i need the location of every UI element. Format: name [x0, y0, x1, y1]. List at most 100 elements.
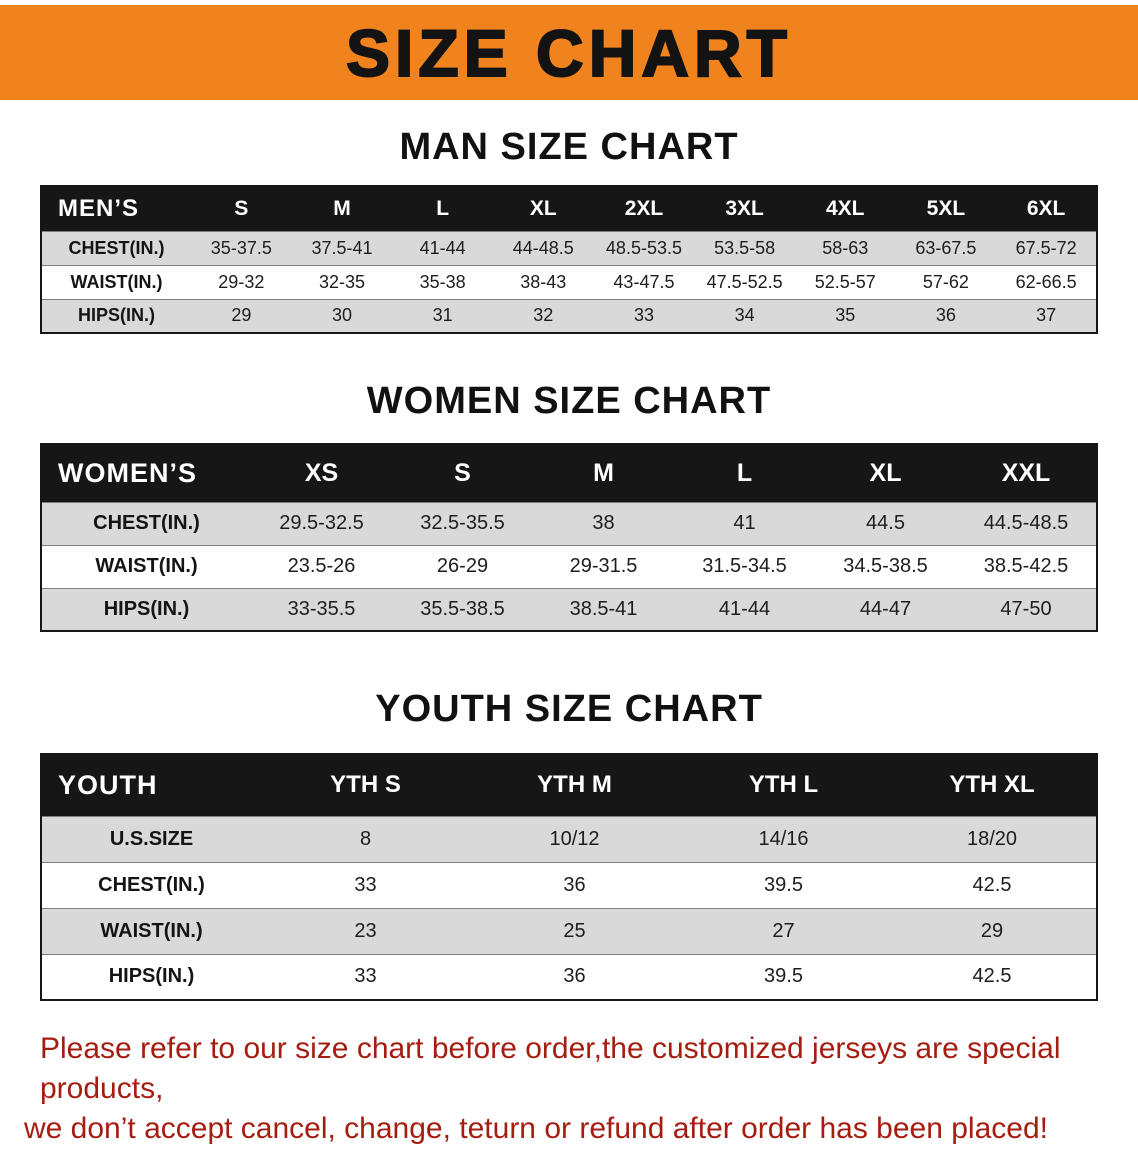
size-value-cell: 18/20 [966, 827, 1018, 850]
size-value-cell: 23 [354, 919, 377, 942]
size-col-header: XXL [956, 444, 1097, 502]
size-value-cell: 42.5 [972, 965, 1012, 988]
size-value-cell: 29 [231, 305, 252, 326]
size-col-header: S [191, 186, 292, 231]
size-value-cell: 30 [331, 305, 352, 326]
women-header-row: WOMEN’S XS S M L XL XXL [41, 444, 1097, 502]
size-col-header: 6XL [996, 186, 1097, 231]
size-value-cell: 34.5-38.5 [843, 555, 928, 577]
size-value-cell: 31.5-34.5 [702, 555, 787, 577]
size-value-cell: 63-67.5 [915, 237, 977, 258]
men-header-row: MEN’S S M L XL 2XL 3XL 4XL 5XL 6XL [41, 186, 1097, 231]
size-value-cell: 36 [563, 873, 586, 896]
size-value-cell: 57-62 [922, 271, 969, 292]
size-col-header: YTH M [470, 754, 679, 816]
men-section: MAN SIZE CHART MEN’S S M L XL 2XL 3XL 4X… [0, 126, 1138, 334]
youth-section-title: YOUTH SIZE CHART [375, 688, 763, 730]
notice-line-2: we don’t accept cancel, change, teturn o… [24, 1112, 1048, 1145]
youth-ussize-row: U.S.SIZE 8 10/12 14/16 18/20 [41, 816, 1097, 862]
size-value-cell: 33 [354, 965, 377, 988]
size-value-cell: 26-29 [436, 555, 489, 577]
size-value-cell: 23.5-26 [287, 555, 356, 577]
size-value-cell: 27 [772, 919, 795, 942]
row-label: HIPS(IN.) [77, 305, 155, 326]
size-value-cell: 47.5-52.5 [706, 271, 783, 292]
row-label: CHEST(IN.) [93, 512, 200, 534]
size-value-cell: 52.5-57 [814, 271, 876, 292]
size-value-cell: 14/16 [758, 827, 809, 850]
row-label: WAIST(IN.) [70, 271, 163, 292]
size-value-cell: 44-47 [859, 597, 912, 620]
size-value-cell: 29.5-32.5 [279, 512, 364, 534]
size-value-cell: 35 [835, 305, 856, 326]
size-col-header: XL [815, 444, 956, 502]
size-value-cell: 43-47.5 [613, 271, 675, 292]
size-value-cell: 29 [980, 919, 1004, 942]
size-value-cell: 36 [935, 305, 956, 326]
size-col-header: 2XL [593, 186, 695, 231]
size-value-cell: 33 [633, 305, 654, 326]
size-value-cell: 41 [733, 512, 756, 534]
youth-section: YOUTH SIZE CHART YOUTH YTH S YTH M YTH L… [0, 688, 1138, 1001]
row-label: HIPS(IN.) [103, 597, 190, 620]
size-value-cell: 44.5 [866, 512, 905, 534]
size-value-cell: 38.5-42.5 [983, 555, 1069, 577]
size-value-cell: 38.5-41 [569, 597, 638, 620]
men-section-title: MAN SIZE CHART [399, 126, 739, 168]
women-size-table: WOMEN’S XS S M L XL XXL CHEST(IN.) 29.5-… [40, 443, 1098, 632]
size-value-cell: 33-35.5 [287, 597, 356, 620]
size-col-header: L [674, 444, 815, 502]
size-value-cell: 44.5-48.5 [983, 512, 1069, 534]
row-label: WAIST(IN.) [95, 555, 198, 577]
youth-waist-row: WAIST(IN.) 23 25 27 29 [41, 908, 1097, 954]
men-waist-row: WAIST(IN.) 29-32 32-35 35-38 38-43 43-47… [41, 265, 1097, 299]
row-label: WAIST(IN.) [100, 919, 203, 942]
size-value-cell: 32.5-35.5 [420, 512, 505, 534]
size-col-header: XL [492, 186, 594, 231]
size-value-cell: 62-66.5 [1015, 271, 1077, 292]
size-value-cell: 41-44 [718, 597, 771, 620]
men-table-name: MEN’S [41, 186, 191, 231]
size-value-cell: 32 [533, 305, 554, 326]
women-chest-row: CHEST(IN.) 29.5-32.5 32.5-35.5 38 41 44.… [41, 502, 1097, 545]
size-col-header: YTH L [679, 754, 888, 816]
size-value-cell: 37.5-41 [311, 237, 373, 258]
youth-header-row: YOUTH YTH S YTH M YTH L YTH XL [41, 754, 1097, 816]
notice-line-1: Please refer to our size chart before or… [40, 1032, 1061, 1105]
size-value-cell: 38 [592, 512, 615, 534]
size-value-cell: 41-44 [419, 237, 466, 258]
size-col-header: M [533, 444, 674, 502]
size-value-cell: 53.5-58 [714, 237, 776, 258]
size-value-cell: 34 [734, 305, 755, 326]
size-value-cell: 29-32 [218, 271, 265, 292]
size-value-cell: 36 [563, 965, 586, 988]
size-col-header: YTH S [261, 754, 470, 816]
size-value-cell: 48.5-53.5 [605, 237, 682, 258]
size-value-cell: 67.5-72 [1015, 237, 1077, 258]
page-title: SIZE CHART [345, 15, 792, 91]
size-col-header: 3XL [694, 186, 795, 231]
size-value-cell: 44-48.5 [512, 237, 574, 258]
women-table-name: WOMEN’S [41, 444, 251, 502]
row-label: HIPS(IN.) [108, 965, 195, 988]
size-col-header: 4XL [794, 186, 896, 231]
size-value-cell: 58-63 [822, 237, 869, 258]
banner: SIZE CHART [0, 5, 1138, 100]
size-value-cell: 31 [432, 305, 453, 326]
women-section-title: WOMEN SIZE CHART [366, 380, 772, 422]
size-value-cell: 29-31.5 [569, 555, 638, 577]
order-notice: Please refer to our size chart before or… [24, 1029, 1114, 1149]
size-value-cell: 38-43 [520, 271, 567, 292]
size-value-cell: 42.5 [972, 873, 1012, 896]
size-value-cell: 35.5-38.5 [420, 597, 505, 620]
women-section: WOMEN SIZE CHART WOMEN’S XS S M L XL XXL… [0, 380, 1138, 632]
size-value-cell: 37 [1036, 305, 1057, 326]
men-hips-row: HIPS(IN.) 29 30 31 32 33 34 35 36 37 [41, 299, 1097, 333]
size-value-cell: 25 [563, 919, 586, 942]
women-waist-row: WAIST(IN.) 23.5-26 26-29 29-31.5 31.5-34… [41, 545, 1097, 588]
size-value-cell: 39.5 [764, 965, 803, 988]
size-value-cell: 35-37.5 [210, 237, 272, 258]
size-col-header: M [291, 186, 393, 231]
row-label: CHEST(IN.) [98, 873, 205, 896]
size-col-header: XS [251, 444, 392, 502]
